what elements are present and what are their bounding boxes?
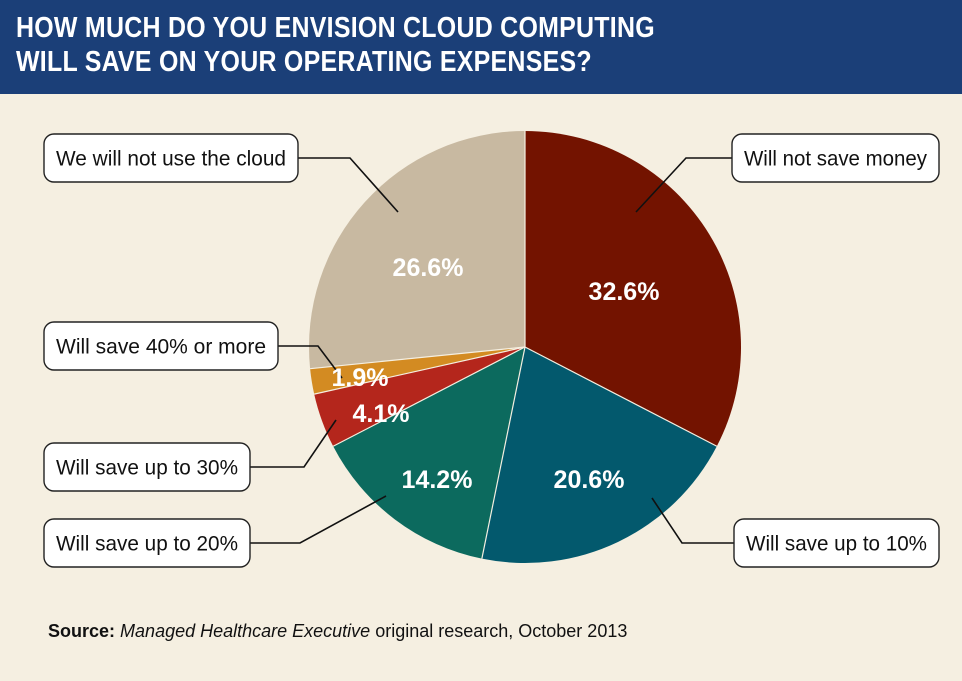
slice-value-label-4: 4.1%: [353, 400, 410, 428]
slice-category-label-6: We will not use the cloud: [56, 148, 286, 171]
source-note: Source: Managed Healthcare Executive ori…: [48, 621, 627, 642]
slice-value-label-6: 26.6%: [393, 254, 464, 282]
leader-line-2: [651, 497, 734, 544]
slice-separator-4: [332, 346, 526, 447]
slice-category-label-5: Will save 40% or more: [56, 336, 266, 359]
leader-line-5: [278, 345, 343, 379]
callout-1: Will not save money: [731, 133, 940, 183]
chart-title-line-1: HOW MUCH DO YOU ENVISION CLOUD COMPUTING: [16, 12, 655, 44]
source-details: original research, October 2013: [370, 621, 628, 641]
chart-title-line-2: WILL SAVE ON YOUR OPERATING EXPENSES?: [16, 46, 592, 78]
callout-box-2: [733, 518, 940, 568]
callout-6: We will not use the cloud: [43, 133, 299, 183]
leader-line-6: [298, 157, 399, 213]
title-banner: HOW MUCH DO YOU ENVISION CLOUD COMPUTING…: [0, 0, 962, 94]
slice-separator-2: [524, 346, 718, 447]
callout-box-5: [43, 321, 279, 371]
slice-value-label-1: 32.6%: [589, 278, 660, 306]
leader-line-3: [250, 495, 387, 544]
callout-box-4: [43, 442, 251, 492]
callout-5: Will save 40% or more: [43, 321, 279, 371]
slice-separator-3: [481, 346, 526, 559]
callout-2: Will save up to 10%: [733, 518, 940, 568]
callout-4: Will save up to 30%: [43, 442, 251, 492]
slice-value-label-3: 14.2%: [402, 466, 473, 494]
pie-slice-1: [525, 131, 742, 447]
slice-separator-5: [314, 346, 526, 395]
callout-box-1: [731, 133, 940, 183]
leader-line-4: [250, 419, 337, 468]
slice-category-label-2: Will save up to 10%: [746, 533, 927, 556]
pie-slice-3: [333, 347, 525, 559]
slice-separator-6: [310, 346, 526, 370]
pie-slice-2: [481, 347, 717, 564]
slice-value-label-2: 20.6%: [554, 466, 625, 494]
source-label: Source:: [48, 621, 116, 641]
leader-line-1: [635, 157, 732, 213]
pie-slice-6: [308, 130, 525, 369]
slice-category-label-1: Will not save money: [744, 148, 927, 171]
slice-value-label-5: 1.9%: [332, 364, 389, 392]
source-publication: Managed Healthcare Executive: [120, 621, 371, 641]
slice-category-label-3: Will save up to 20%: [56, 533, 238, 556]
callout-box-6: [43, 133, 299, 183]
pie-slice-4: [314, 347, 525, 447]
slice-category-label-4: Will save up to 30%: [56, 457, 238, 480]
callout-3: Will save up to 20%: [43, 518, 251, 568]
callout-box-3: [43, 518, 251, 568]
